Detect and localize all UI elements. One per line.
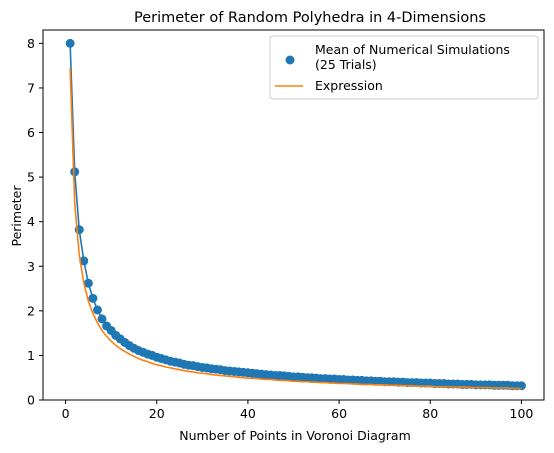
legend-label-expression: Expression <box>315 78 383 93</box>
legend-label-simulations: Mean of Numerical Simulations (25 Trials… <box>315 42 514 72</box>
y-tick-label: 6 <box>27 125 35 140</box>
y-tick-label: 0 <box>27 393 35 408</box>
legend-label-simulations-line2: (25 Trials) <box>315 57 377 72</box>
data-point <box>65 38 75 48</box>
x-tick-label: 40 <box>240 406 256 421</box>
legend-label-simulations-line1: Mean of Numerical Simulations <box>315 42 510 57</box>
legend: Mean of Numerical Simulations (25 Trials… <box>269 35 539 100</box>
y-tick-label: 5 <box>27 170 35 185</box>
y-tick-label: 4 <box>27 214 35 229</box>
x-tick-label: 0 <box>62 406 70 421</box>
data-point <box>79 256 89 266</box>
data-point <box>97 314 107 324</box>
legend-marker-simulations <box>285 55 295 65</box>
y-tick-label: 2 <box>27 303 35 318</box>
x-tick-label: 80 <box>422 406 438 421</box>
plot-frame <box>42 29 545 401</box>
series-line-expression <box>69 67 522 390</box>
x-axis-label: Number of Points in Voronoi Diagram <box>179 428 411 443</box>
x-tick-label: 100 <box>510 406 534 421</box>
y-tick-label: 3 <box>27 259 35 274</box>
data-point <box>70 167 80 177</box>
data-point <box>88 293 98 303</box>
data-point <box>83 278 93 288</box>
plot-area <box>65 38 526 391</box>
x-axis: 0 20 40 60 80 100 <box>62 400 534 421</box>
chart-title: Perimeter of Random Polyhedra in 4-Dimen… <box>134 10 486 26</box>
y-tick-label: 7 <box>27 80 35 95</box>
y-axis: 0 1 2 3 4 5 6 7 8 <box>27 36 43 408</box>
legend-frame <box>269 35 539 100</box>
y-axis-label: Perimeter <box>9 185 24 247</box>
data-point <box>92 305 102 315</box>
x-tick-label: 60 <box>331 406 347 421</box>
y-tick-label: 8 <box>27 36 35 51</box>
x-tick-label: 20 <box>149 406 165 421</box>
y-tick-label: 1 <box>27 348 35 363</box>
